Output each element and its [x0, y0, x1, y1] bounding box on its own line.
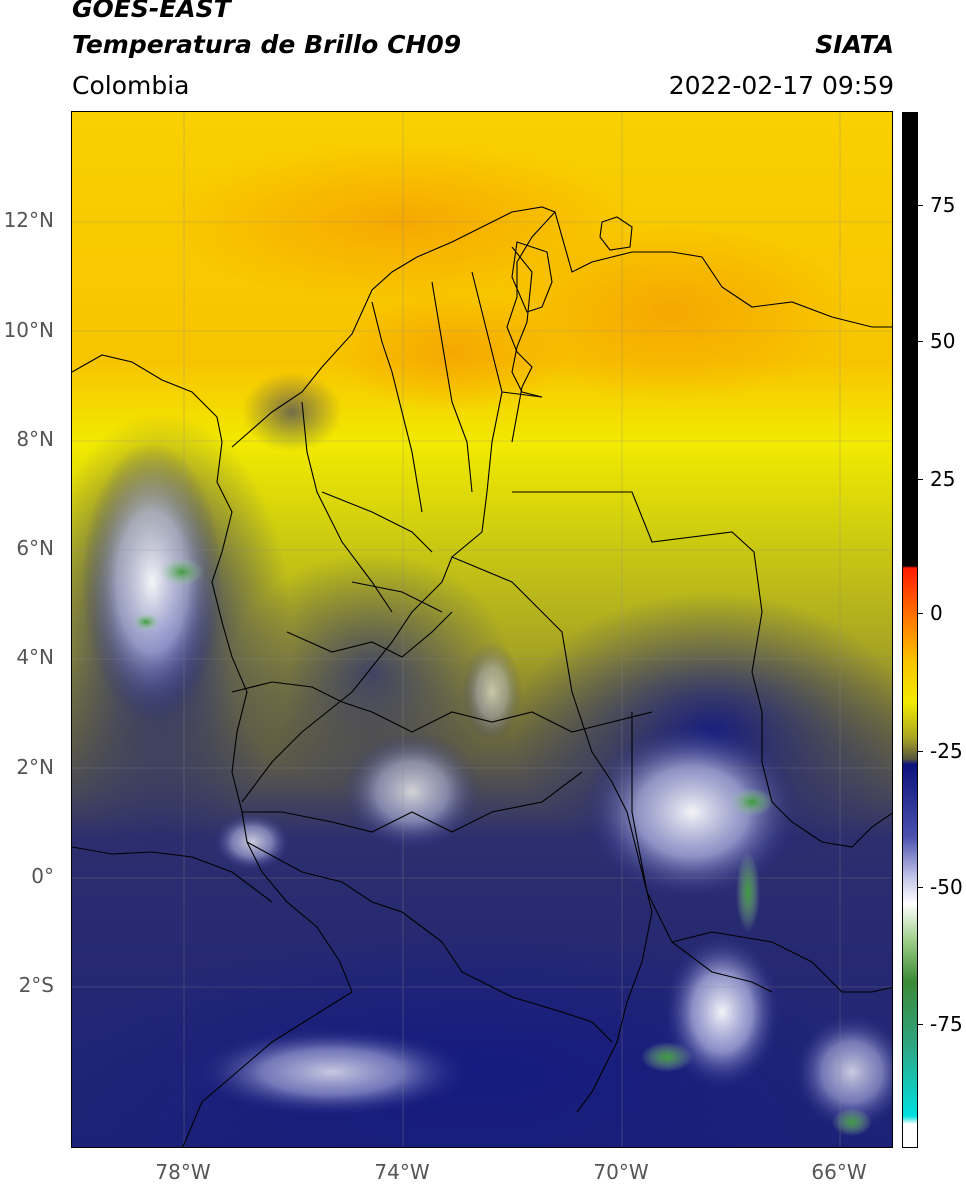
colorbar-label-0: 0	[930, 601, 943, 625]
lat-label-2s: 2°S	[18, 973, 54, 997]
colorbar-tick	[918, 613, 923, 614]
lat-label-2n: 2°N	[16, 755, 54, 779]
colorbar-label-neg50: -50	[930, 875, 963, 899]
colorbar-tick	[918, 1024, 923, 1025]
lon-label-78w: 78°W	[155, 1160, 211, 1184]
lon-label-74w: 74°W	[374, 1160, 430, 1184]
map-source-label: SIATA	[815, 30, 894, 59]
map-timestamp: 2022-02-17 09:59	[668, 71, 894, 100]
colorbar-label-neg25: -25	[930, 739, 963, 763]
satellite-imagery	[72, 112, 892, 1147]
colorbar-tick	[918, 479, 923, 480]
colorbar-tick	[918, 205, 923, 206]
colorbar-gradient	[903, 113, 917, 1147]
colorbar-label-25: 25	[930, 467, 956, 491]
colorbar-tick	[918, 751, 923, 752]
lat-label-12n: 12°N	[3, 208, 54, 232]
map-title-satellite: GOES-EAST	[72, 0, 231, 23]
colorbar-tick	[918, 887, 923, 888]
lat-label-8n: 8°N	[16, 427, 54, 451]
map-region-label: Colombia	[72, 71, 190, 100]
colorbar-tick	[918, 341, 923, 342]
lon-label-66w: 66°W	[811, 1160, 867, 1184]
colorbar-label-neg75: -75	[930, 1012, 963, 1036]
lat-label-0: 0°	[31, 864, 54, 888]
colorbar-label-75: 75	[930, 193, 956, 217]
temperature-colorbar	[902, 112, 918, 1148]
colorbar-label-50: 50	[930, 329, 956, 353]
satellite-map[interactable]	[71, 111, 893, 1148]
lat-label-6n: 6°N	[16, 536, 54, 560]
lat-label-4n: 4°N	[16, 645, 54, 669]
lat-label-10n: 10°N	[3, 318, 54, 342]
map-title-product: Temperatura de Brillo CH09	[72, 30, 462, 59]
lon-label-70w: 70°W	[593, 1160, 649, 1184]
